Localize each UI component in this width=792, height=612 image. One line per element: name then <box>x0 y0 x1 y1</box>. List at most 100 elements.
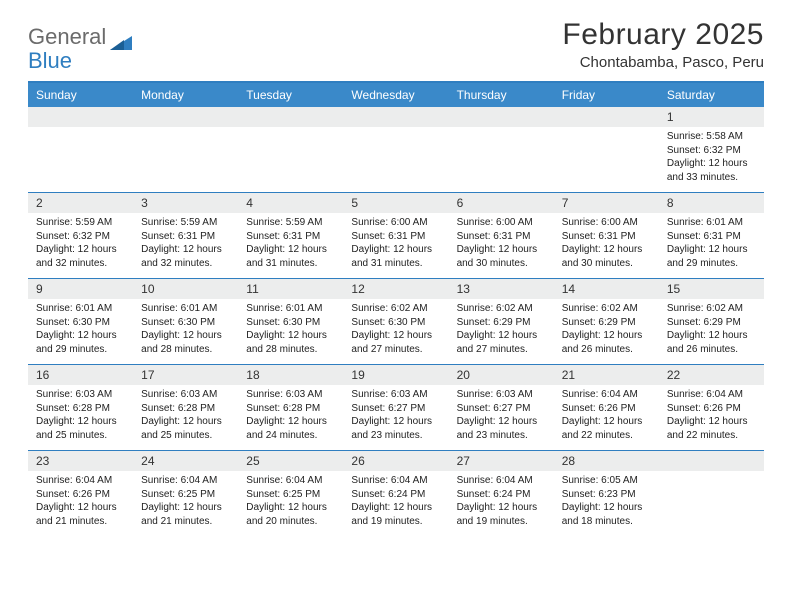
day-cell: Sunrise: 6:03 AMSunset: 6:28 PMDaylight:… <box>133 385 238 450</box>
sunrise-text: Sunrise: 6:05 AM <box>562 474 651 488</box>
sunset-text: Sunset: 6:28 PM <box>36 402 125 416</box>
sunrise-text: Sunrise: 6:04 AM <box>562 388 651 402</box>
sunrise-text: Sunrise: 6:01 AM <box>141 302 230 316</box>
day-number: 10 <box>133 279 238 299</box>
day-number-strip: 1 <box>28 107 764 127</box>
day-cell: Sunrise: 6:04 AMSunset: 6:26 PMDaylight:… <box>28 471 133 536</box>
day-cell: Sunrise: 6:04 AMSunset: 6:24 PMDaylight:… <box>343 471 448 536</box>
sunrise-text: Sunrise: 6:02 AM <box>457 302 546 316</box>
day-cell: Sunrise: 5:59 AMSunset: 6:31 PMDaylight:… <box>238 213 343 278</box>
daylight-text: Daylight: 12 hours and 22 minutes. <box>667 415 756 442</box>
day-number: 1 <box>659 107 764 127</box>
day-cell: Sunrise: 6:00 AMSunset: 6:31 PMDaylight:… <box>449 213 554 278</box>
sunset-text: Sunset: 6:31 PM <box>141 230 230 244</box>
daylight-text: Daylight: 12 hours and 25 minutes. <box>36 415 125 442</box>
day-cell: Sunrise: 6:02 AMSunset: 6:29 PMDaylight:… <box>554 299 659 364</box>
day-header: Thursday <box>449 83 554 107</box>
sunset-text: Sunset: 6:31 PM <box>667 230 756 244</box>
day-number-strip: 232425262728 <box>28 451 764 471</box>
day-cell <box>659 471 764 536</box>
week-row: Sunrise: 5:58 AMSunset: 6:32 PMDaylight:… <box>28 127 764 193</box>
daylight-text: Daylight: 12 hours and 29 minutes. <box>36 329 125 356</box>
daylight-text: Daylight: 12 hours and 19 minutes. <box>457 501 546 528</box>
day-cell: Sunrise: 6:01 AMSunset: 6:31 PMDaylight:… <box>659 213 764 278</box>
brand-word-1: General <box>28 24 106 50</box>
day-number: 28 <box>554 451 659 471</box>
day-number: 4 <box>238 193 343 213</box>
day-number: 14 <box>554 279 659 299</box>
sunrise-text: Sunrise: 6:04 AM <box>246 474 335 488</box>
brand-logo: General <box>28 18 134 50</box>
sunset-text: Sunset: 6:27 PM <box>351 402 440 416</box>
sunrise-text: Sunrise: 6:03 AM <box>351 388 440 402</box>
day-number: 22 <box>659 365 764 385</box>
sunrise-text: Sunrise: 6:01 AM <box>246 302 335 316</box>
sunset-text: Sunset: 6:25 PM <box>246 488 335 502</box>
day-cell: Sunrise: 6:03 AMSunset: 6:27 PMDaylight:… <box>343 385 448 450</box>
day-number: 24 <box>133 451 238 471</box>
daylight-text: Daylight: 12 hours and 25 minutes. <box>141 415 230 442</box>
sunset-text: Sunset: 6:26 PM <box>562 402 651 416</box>
day-cell <box>449 127 554 192</box>
daylight-text: Daylight: 12 hours and 27 minutes. <box>457 329 546 356</box>
day-cell: Sunrise: 6:03 AMSunset: 6:28 PMDaylight:… <box>28 385 133 450</box>
sunset-text: Sunset: 6:30 PM <box>246 316 335 330</box>
sunrise-text: Sunrise: 6:04 AM <box>36 474 125 488</box>
day-cell: Sunrise: 6:05 AMSunset: 6:23 PMDaylight:… <box>554 471 659 536</box>
day-cell: Sunrise: 6:03 AMSunset: 6:27 PMDaylight:… <box>449 385 554 450</box>
sunset-text: Sunset: 6:26 PM <box>667 402 756 416</box>
sunset-text: Sunset: 6:31 PM <box>246 230 335 244</box>
day-cell: Sunrise: 6:00 AMSunset: 6:31 PMDaylight:… <box>343 213 448 278</box>
sunset-text: Sunset: 6:24 PM <box>351 488 440 502</box>
sunset-text: Sunset: 6:28 PM <box>141 402 230 416</box>
sunset-text: Sunset: 6:29 PM <box>457 316 546 330</box>
sunset-text: Sunset: 6:26 PM <box>36 488 125 502</box>
day-cell: Sunrise: 6:00 AMSunset: 6:31 PMDaylight:… <box>554 213 659 278</box>
sunset-text: Sunset: 6:30 PM <box>141 316 230 330</box>
sunset-text: Sunset: 6:25 PM <box>141 488 230 502</box>
day-number-strip: 9101112131415 <box>28 279 764 299</box>
day-cell: Sunrise: 6:02 AMSunset: 6:30 PMDaylight:… <box>343 299 448 364</box>
daylight-text: Daylight: 12 hours and 30 minutes. <box>562 243 651 270</box>
calendar-page: General February 2025 Chontabamba, Pasco… <box>0 0 792 536</box>
sunset-text: Sunset: 6:31 PM <box>351 230 440 244</box>
calendar-grid: Sunday Monday Tuesday Wednesday Thursday… <box>28 81 764 536</box>
day-number: 15 <box>659 279 764 299</box>
weeks-container: 1Sunrise: 5:58 AMSunset: 6:32 PMDaylight… <box>28 107 764 536</box>
daylight-text: Daylight: 12 hours and 26 minutes. <box>562 329 651 356</box>
day-cell: Sunrise: 6:02 AMSunset: 6:29 PMDaylight:… <box>449 299 554 364</box>
day-cell: Sunrise: 6:03 AMSunset: 6:28 PMDaylight:… <box>238 385 343 450</box>
sunrise-text: Sunrise: 6:03 AM <box>141 388 230 402</box>
day-number-strip: 16171819202122 <box>28 365 764 385</box>
sunrise-text: Sunrise: 6:02 AM <box>562 302 651 316</box>
week-row: Sunrise: 5:59 AMSunset: 6:32 PMDaylight:… <box>28 213 764 279</box>
daylight-text: Daylight: 12 hours and 20 minutes. <box>246 501 335 528</box>
day-number: 21 <box>554 365 659 385</box>
sunrise-text: Sunrise: 5:59 AM <box>141 216 230 230</box>
week-row: Sunrise: 6:04 AMSunset: 6:26 PMDaylight:… <box>28 471 764 536</box>
day-number: 6 <box>449 193 554 213</box>
day-number: 2 <box>28 193 133 213</box>
day-cell <box>554 127 659 192</box>
day-cell: Sunrise: 6:04 AMSunset: 6:24 PMDaylight:… <box>449 471 554 536</box>
day-cell: Sunrise: 6:01 AMSunset: 6:30 PMDaylight:… <box>133 299 238 364</box>
brand-word-2: Blue <box>28 48 72 74</box>
day-number: 16 <box>28 365 133 385</box>
day-cell <box>28 127 133 192</box>
day-number: 20 <box>449 365 554 385</box>
daylight-text: Daylight: 12 hours and 28 minutes. <box>141 329 230 356</box>
daylight-text: Daylight: 12 hours and 24 minutes. <box>246 415 335 442</box>
sunrise-text: Sunrise: 5:59 AM <box>36 216 125 230</box>
sunset-text: Sunset: 6:32 PM <box>667 144 756 158</box>
page-title: February 2025 <box>562 18 764 52</box>
daylight-text: Daylight: 12 hours and 31 minutes. <box>246 243 335 270</box>
page-subtitle: Chontabamba, Pasco, Peru <box>562 54 764 71</box>
day-cell: Sunrise: 6:01 AMSunset: 6:30 PMDaylight:… <box>238 299 343 364</box>
day-cell <box>343 127 448 192</box>
day-number: 3 <box>133 193 238 213</box>
day-number: 18 <box>238 365 343 385</box>
page-header: General February 2025 Chontabamba, Pasco… <box>28 18 764 71</box>
sunset-text: Sunset: 6:31 PM <box>562 230 651 244</box>
sunrise-text: Sunrise: 6:01 AM <box>36 302 125 316</box>
sunrise-text: Sunrise: 6:03 AM <box>246 388 335 402</box>
